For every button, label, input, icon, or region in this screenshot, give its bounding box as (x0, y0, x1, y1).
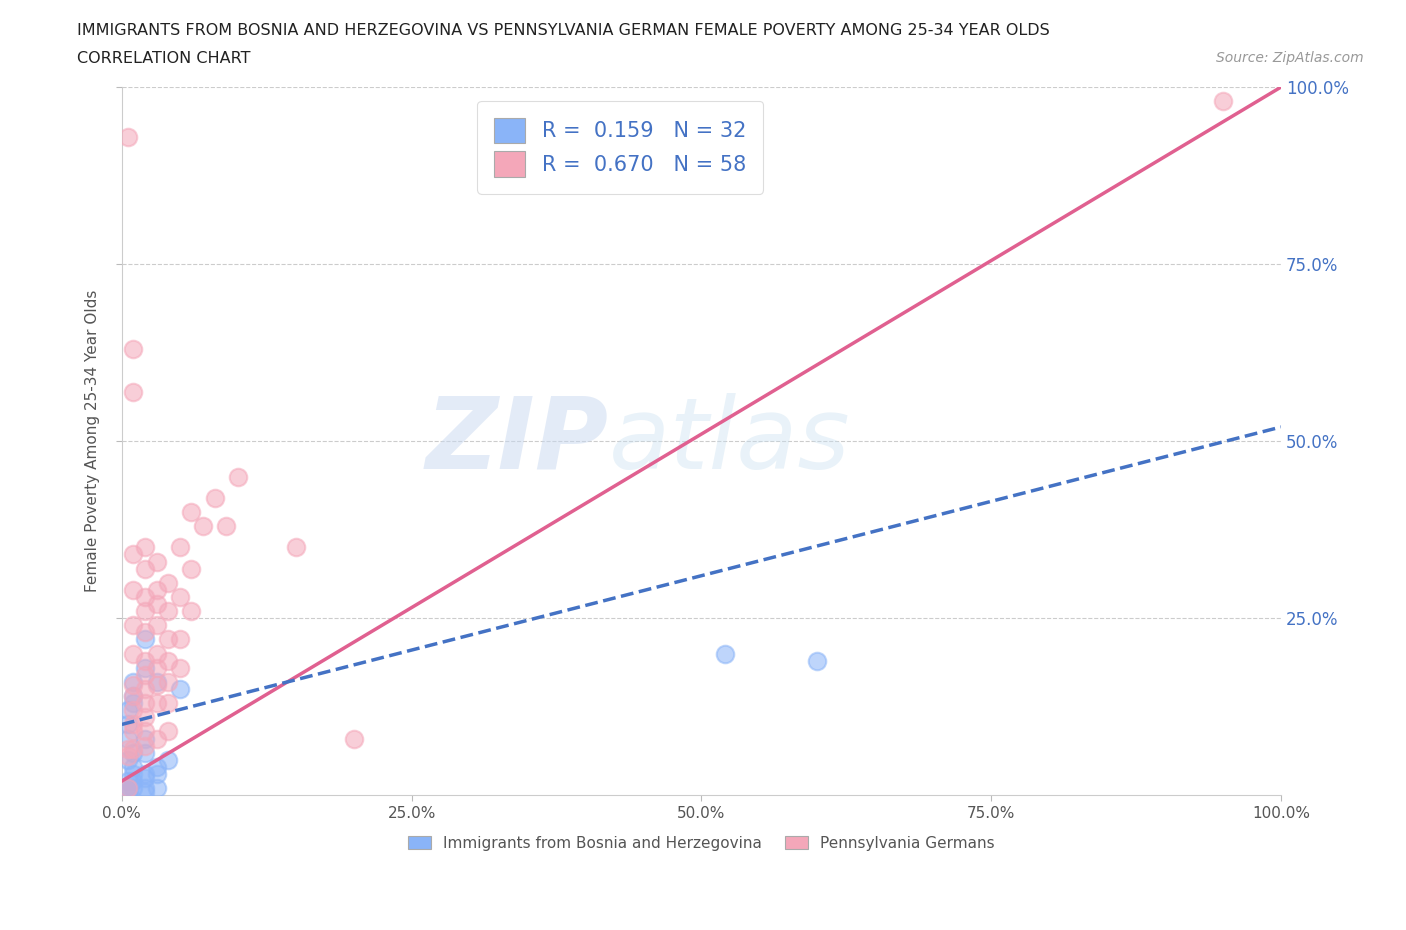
Point (134, 590, 156, 604)
Y-axis label: Female Poverty Among 25-34 Year Olds: Female Poverty Among 25-34 Year Olds (86, 290, 100, 592)
Point (122, 774, 145, 789)
Legend: Immigrants from Bosnia and Herzegovina, Pennsylvania Germans: Immigrants from Bosnia and Herzegovina, … (401, 828, 1002, 858)
Point (145, 678, 167, 693)
Point (122, 717, 145, 732)
Point (145, 618, 167, 632)
Point (122, 646, 145, 661)
Point (134, 625, 156, 640)
Point (134, 780, 156, 795)
Point (122, 742, 145, 757)
Point (122, 674, 145, 689)
Point (117, 717, 139, 732)
Point (122, 724, 145, 739)
Point (145, 731, 167, 746)
Point (122, 703, 145, 718)
Point (134, 660, 156, 675)
Point (134, 696, 156, 711)
Point (169, 540, 191, 555)
Point (122, 780, 145, 795)
Text: Source: ZipAtlas.com: Source: ZipAtlas.com (1216, 51, 1364, 65)
Point (134, 770, 156, 785)
Point (157, 653, 180, 668)
Point (145, 674, 167, 689)
Point (134, 731, 156, 746)
Point (180, 505, 202, 520)
Point (145, 646, 167, 661)
Point (134, 632, 156, 647)
Point (145, 582, 167, 597)
Point (806, 653, 828, 668)
Point (122, 384, 145, 399)
Point (117, 774, 139, 789)
Text: IMMIGRANTS FROM BOSNIA AND HERZEGOVINA VS PENNSYLVANIA GERMAN FEMALE POVERTY AMO: IMMIGRANTS FROM BOSNIA AND HERZEGOVINA V… (77, 23, 1050, 38)
Point (226, 469, 249, 484)
Point (191, 519, 214, 534)
Point (157, 674, 180, 689)
Point (284, 540, 307, 555)
Point (122, 341, 145, 356)
Point (134, 710, 156, 724)
Point (122, 688, 145, 703)
Point (117, 784, 139, 799)
Point (122, 618, 145, 632)
Point (145, 766, 167, 781)
Point (134, 784, 156, 799)
Point (215, 519, 238, 534)
Point (169, 590, 191, 604)
Point (157, 696, 180, 711)
Point (157, 724, 180, 739)
Point (134, 745, 156, 760)
Point (117, 731, 139, 746)
Point (122, 678, 145, 693)
Point (134, 668, 156, 683)
Point (134, 540, 156, 555)
Point (117, 703, 139, 718)
Point (122, 688, 145, 703)
Text: atlas: atlas (609, 392, 851, 490)
Point (117, 749, 139, 764)
Point (180, 561, 202, 576)
Point (122, 760, 145, 775)
Point (134, 653, 156, 668)
Point (204, 490, 226, 505)
Point (134, 561, 156, 576)
Point (122, 547, 145, 562)
Point (122, 745, 145, 760)
Point (157, 576, 180, 591)
Point (134, 604, 156, 618)
Point (122, 582, 145, 597)
Point (145, 660, 167, 675)
Point (122, 696, 145, 711)
Point (145, 780, 167, 795)
Point (134, 724, 156, 739)
Point (117, 752, 139, 767)
Text: CORRELATION CHART: CORRELATION CHART (77, 51, 250, 66)
Point (145, 696, 167, 711)
Point (117, 780, 139, 795)
Point (145, 554, 167, 569)
Point (134, 682, 156, 697)
Point (713, 646, 735, 661)
Point (169, 660, 191, 675)
Point (1212, 94, 1234, 109)
Point (169, 682, 191, 697)
Point (117, 129, 139, 144)
Point (157, 632, 180, 647)
Point (134, 766, 156, 781)
Point (122, 766, 145, 781)
Point (343, 731, 366, 746)
Point (157, 752, 180, 767)
Point (180, 604, 202, 618)
Point (117, 742, 139, 757)
Point (145, 596, 167, 611)
Point (117, 784, 139, 799)
Point (145, 760, 167, 775)
Text: ZIP: ZIP (426, 392, 609, 490)
Point (169, 632, 191, 647)
Point (157, 604, 180, 618)
Point (134, 738, 156, 753)
Point (117, 780, 139, 795)
